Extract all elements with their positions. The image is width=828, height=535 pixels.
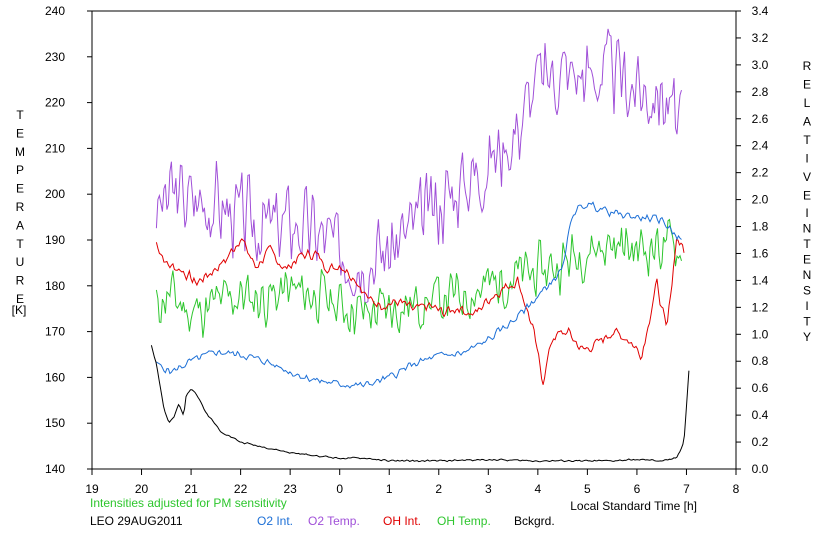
series-line-oh_temp <box>155 218 682 338</box>
right-tick-label: 0.8 <box>752 354 769 368</box>
left-tick-label: 180 <box>45 279 65 293</box>
right-axis-title-letter: V <box>803 170 811 184</box>
right-axis-title-letter: T <box>803 133 811 147</box>
right-axis-title-letter: I <box>805 299 808 313</box>
right-axis-title-letter: R <box>803 59 812 73</box>
x-tick-label: 1 <box>386 482 393 496</box>
x-tick-label: 0 <box>336 482 343 496</box>
x-tick-label: 6 <box>634 482 641 496</box>
right-tick-label: 3.4 <box>752 4 769 18</box>
x-tick-label: 3 <box>485 482 492 496</box>
right-axis-title-letter: N <box>803 222 812 236</box>
left-tick-label: 190 <box>45 233 65 247</box>
series-line-bckgrd <box>150 345 690 463</box>
right-axis-title-letter: I <box>805 206 808 220</box>
x-axis-label: Local Standard Time [h] <box>570 499 697 513</box>
left-axis-ticks: 140 150 160 170 180 190 200 210 220 230 240 <box>45 4 92 476</box>
right-tick-label: 1.8 <box>752 220 769 234</box>
legend-item: Bckgrd. <box>514 514 555 528</box>
right-axis-title-letter: L <box>804 96 811 110</box>
right-axis-title-letter: E <box>803 189 811 203</box>
left-axis-title-letter: E <box>16 292 24 306</box>
series-layer <box>150 28 690 463</box>
legend-item: O2 Temp. <box>308 514 360 528</box>
left-axis-title-letter: R <box>16 200 25 214</box>
right-tick-label: 1.6 <box>752 246 769 260</box>
left-tick-label: 240 <box>45 4 65 18</box>
right-axis-title-letter: T <box>803 315 811 329</box>
left-axis-title-letter: T <box>16 237 24 251</box>
station-date-label: LEO 29AUG2011 <box>90 514 183 528</box>
right-axis-title-letter: E <box>803 253 811 267</box>
adjustment-note: Intensities adjusted for PM sensitivity <box>90 496 287 510</box>
left-axis-title-letter: M <box>15 145 25 159</box>
left-tick-label: 140 <box>45 462 65 476</box>
right-tick-label: 3.2 <box>752 31 769 45</box>
legend: O2 Int. O2 Temp. OH Int. OH Temp. Bckgrd. <box>257 514 555 528</box>
right-axis-title-letter: E <box>803 78 811 92</box>
right-axis-title-letter: I <box>805 152 808 166</box>
x-tick-label: 2 <box>435 482 442 496</box>
left-axis-title-letter: P <box>16 163 24 177</box>
right-tick-label: 0.4 <box>752 408 769 422</box>
x-tick-label: 8 <box>733 482 740 496</box>
left-axis-title-letter: U <box>16 255 25 269</box>
right-tick-label: 2.4 <box>752 139 769 153</box>
series-line-oh_int <box>155 238 685 385</box>
right-tick-label: 2.0 <box>752 193 769 207</box>
x-tick-label: 20 <box>135 482 149 496</box>
right-tick-label: 1.0 <box>752 327 769 341</box>
right-axis-ticks: 0.0 0.2 0.4 0.6 0.8 1.0 1.2 1.4 1.6 1.8 2.0 2.2 2.4 2… <box>736 4 769 476</box>
x-tick-label: 23 <box>283 482 297 496</box>
right-tick-label: 1.2 <box>752 300 769 314</box>
left-tick-label: 210 <box>45 141 65 155</box>
right-tick-label: 3.0 <box>752 58 769 72</box>
left-tick-label: 220 <box>45 96 65 110</box>
right-tick-label: 2.8 <box>752 85 769 99</box>
legend-item: O2 Int. <box>257 514 293 528</box>
right-axis-title-letter: A <box>803 115 811 129</box>
right-tick-label: 2.2 <box>752 166 769 180</box>
right-tick-label: 1.4 <box>752 273 769 287</box>
series-line-o2_temp <box>155 28 682 305</box>
right-tick-label: 2.6 <box>752 112 769 126</box>
legend-item: OH Int. <box>383 514 421 528</box>
x-tick-label: 7 <box>683 482 690 496</box>
left-tick-label: 160 <box>45 370 65 384</box>
left-axis-title-letter: T <box>16 108 24 122</box>
x-tick-label: 21 <box>184 482 198 496</box>
x-tick-label: 19 <box>85 482 99 496</box>
series-line-o2_int <box>156 201 682 389</box>
right-axis-title-letter: T <box>803 237 811 251</box>
left-axis-title-letter: R <box>16 274 25 288</box>
right-axis-title-letter: S <box>803 284 811 298</box>
x-axis-ticks: 19 20 21 22 23 0 1 2 3 4 5 6 7 8 <box>85 469 740 496</box>
left-axis-title-letter: A <box>16 218 24 232</box>
left-tick-label: 150 <box>45 416 65 430</box>
right-tick-label: 0.2 <box>752 435 769 449</box>
left-tick-label: 170 <box>45 325 65 339</box>
left-axis-unit: [K] <box>12 303 27 317</box>
right-axis-title-letter: N <box>803 268 812 282</box>
left-axis-title-letter: E <box>16 126 24 140</box>
legend-item: OH Temp. <box>437 514 491 528</box>
left-tick-label: 230 <box>45 50 65 64</box>
x-tick-label: 4 <box>535 482 542 496</box>
right-axis-title-letter: Y <box>803 330 811 344</box>
x-tick-label: 22 <box>234 482 248 496</box>
left-axis-title-letter: E <box>16 182 24 196</box>
x-tick-label: 5 <box>584 482 591 496</box>
right-tick-label: 0.6 <box>752 381 769 395</box>
left-tick-label: 200 <box>45 187 65 201</box>
right-tick-label: 0.0 <box>752 462 769 476</box>
